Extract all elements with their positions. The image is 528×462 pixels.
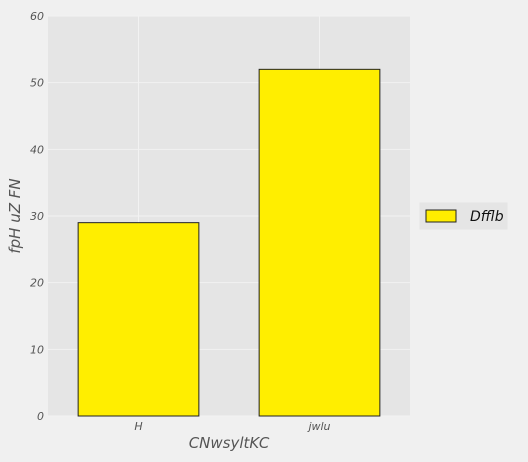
y-axis-label: fpH uZ FN [6, 178, 24, 253]
legend: Dfflb [419, 202, 508, 230]
y-tick-label: 50 [30, 77, 44, 90]
x-tick-label: jwlu [306, 420, 330, 433]
y-tick-label: 0 [37, 410, 44, 423]
legend-label: Dfflb [470, 209, 504, 225]
bar-jwlu [258, 68, 381, 417]
y-tick-label: 10 [30, 343, 44, 356]
bars [77, 68, 381, 417]
y-tick-label: 40 [30, 143, 44, 156]
y-tick-label: 60 [30, 10, 44, 23]
y-tick-label: 30 [30, 210, 44, 223]
legend-swatch [425, 209, 457, 223]
x-axis-label: CNwsyltKC [189, 434, 270, 452]
bar-H [77, 222, 200, 417]
y-tick-label: 20 [30, 277, 44, 290]
y-axis-ticks: 0 10 20 30 40 50 60 [30, 10, 44, 423]
x-tick-label: H [134, 420, 142, 433]
